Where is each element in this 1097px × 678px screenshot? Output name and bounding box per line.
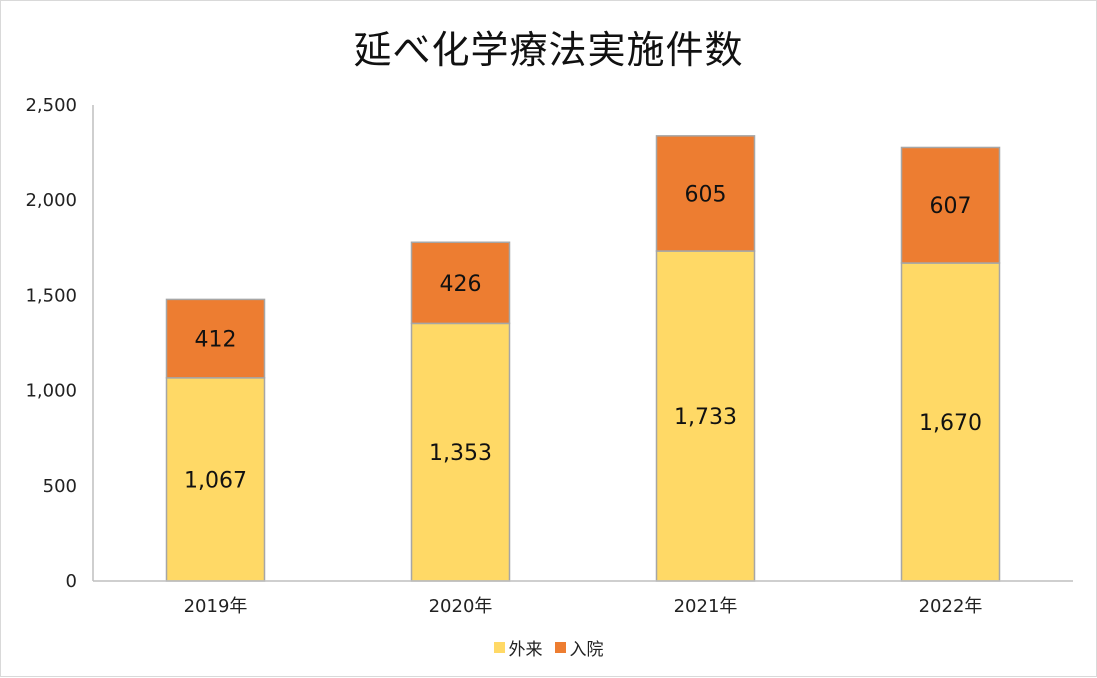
y-tick-label: 500 <box>43 476 77 497</box>
legend-swatch <box>493 642 505 653</box>
bar-segment <box>900 262 1001 582</box>
y-tick-label: 2,500 <box>25 95 77 116</box>
data-label: 1,353 <box>429 441 492 466</box>
x-tick-label: 2020年 <box>429 596 493 617</box>
data-label: 1,067 <box>184 468 247 493</box>
x-tick-label: 2021年 <box>674 596 738 617</box>
bar-segment <box>655 250 756 582</box>
bar-segment <box>165 377 266 582</box>
data-label: 1,733 <box>674 405 737 430</box>
bar-segment <box>900 146 1001 264</box>
legend-swatch <box>554 642 566 653</box>
data-label: 412 <box>195 328 237 353</box>
data-label: 426 <box>440 272 482 297</box>
y-tick-label: 1,000 <box>25 381 77 402</box>
bar-segment <box>410 322 511 582</box>
x-tick-label: 2022年 <box>919 596 983 617</box>
legend-item: 外来 <box>493 635 543 660</box>
y-tick-label: 0 <box>66 571 77 592</box>
x-tick-label: 2019年 <box>184 596 248 617</box>
bar-segment <box>165 298 266 379</box>
y-tick-label: 1,500 <box>25 285 77 306</box>
legend-label: 入院 <box>569 640 604 660</box>
legend-label: 外来 <box>508 640 543 660</box>
bar-segment <box>410 241 511 325</box>
chart-title: 延べ化学療法実施件数 <box>353 28 744 72</box>
data-label: 605 <box>685 182 727 207</box>
legend-item: 入院 <box>554 635 604 660</box>
y-tick-label: 2,000 <box>25 190 77 211</box>
data-label: 1,670 <box>919 411 982 436</box>
bar-segment <box>655 135 756 252</box>
data-label: 607 <box>930 194 972 219</box>
chart-legend: 外来 入院 <box>1 635 1096 660</box>
